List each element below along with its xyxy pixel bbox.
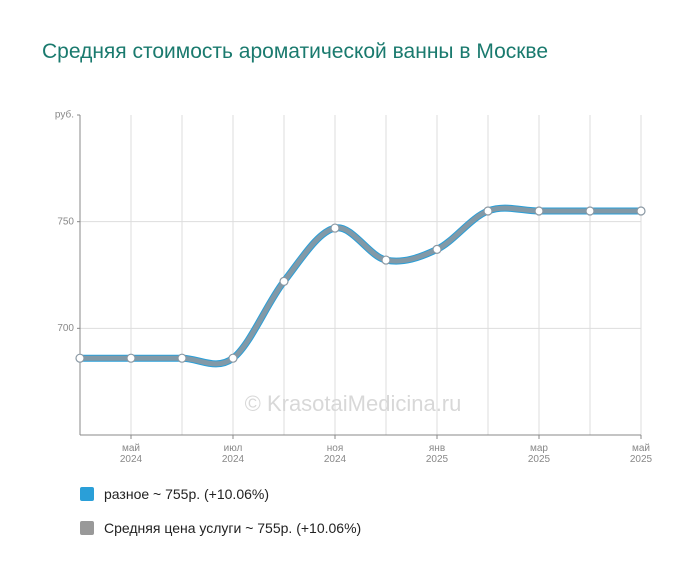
x-tick-label: июл 2024 bbox=[221, 443, 245, 465]
legend-label: разное ~ 755р. (+10.06%) bbox=[104, 486, 269, 502]
point bbox=[126, 353, 136, 363]
legend-swatch bbox=[80, 521, 94, 535]
x-tick-label: янв 2025 bbox=[425, 443, 449, 465]
point bbox=[432, 244, 442, 254]
point bbox=[534, 206, 544, 216]
legend-item: Средняя цена услуги ~ 755р. (+10.06%) bbox=[80, 520, 361, 536]
point bbox=[483, 206, 493, 216]
series-line bbox=[76, 204, 645, 368]
x-tick-label: май 2024 bbox=[119, 443, 143, 465]
y-tick-label: руб. bbox=[55, 109, 74, 121]
x-tick-label: май 2025 bbox=[629, 443, 653, 465]
y-tick-label: 700 bbox=[57, 323, 74, 334]
point bbox=[228, 353, 238, 363]
point bbox=[279, 276, 289, 286]
point bbox=[585, 206, 595, 216]
point bbox=[381, 255, 391, 265]
legend-swatch bbox=[80, 487, 94, 501]
x-tick-label: мар 2025 bbox=[527, 443, 551, 465]
point bbox=[75, 353, 85, 363]
x-tick-label: ноя 2024 bbox=[323, 443, 347, 465]
y-tick-label: 750 bbox=[57, 216, 74, 227]
watermark: © KrasotaiMedicina.ru bbox=[245, 391, 462, 416]
point bbox=[636, 206, 646, 216]
point bbox=[330, 223, 340, 233]
series-line bbox=[77, 205, 644, 367]
legend-item: разное ~ 755р. (+10.06%) bbox=[80, 486, 269, 502]
point bbox=[177, 353, 187, 363]
chart-title: Средняя стоимость ароматической ванны в … bbox=[42, 40, 549, 63]
legend-label: Средняя цена услуги ~ 755р. (+10.06%) bbox=[104, 520, 362, 536]
